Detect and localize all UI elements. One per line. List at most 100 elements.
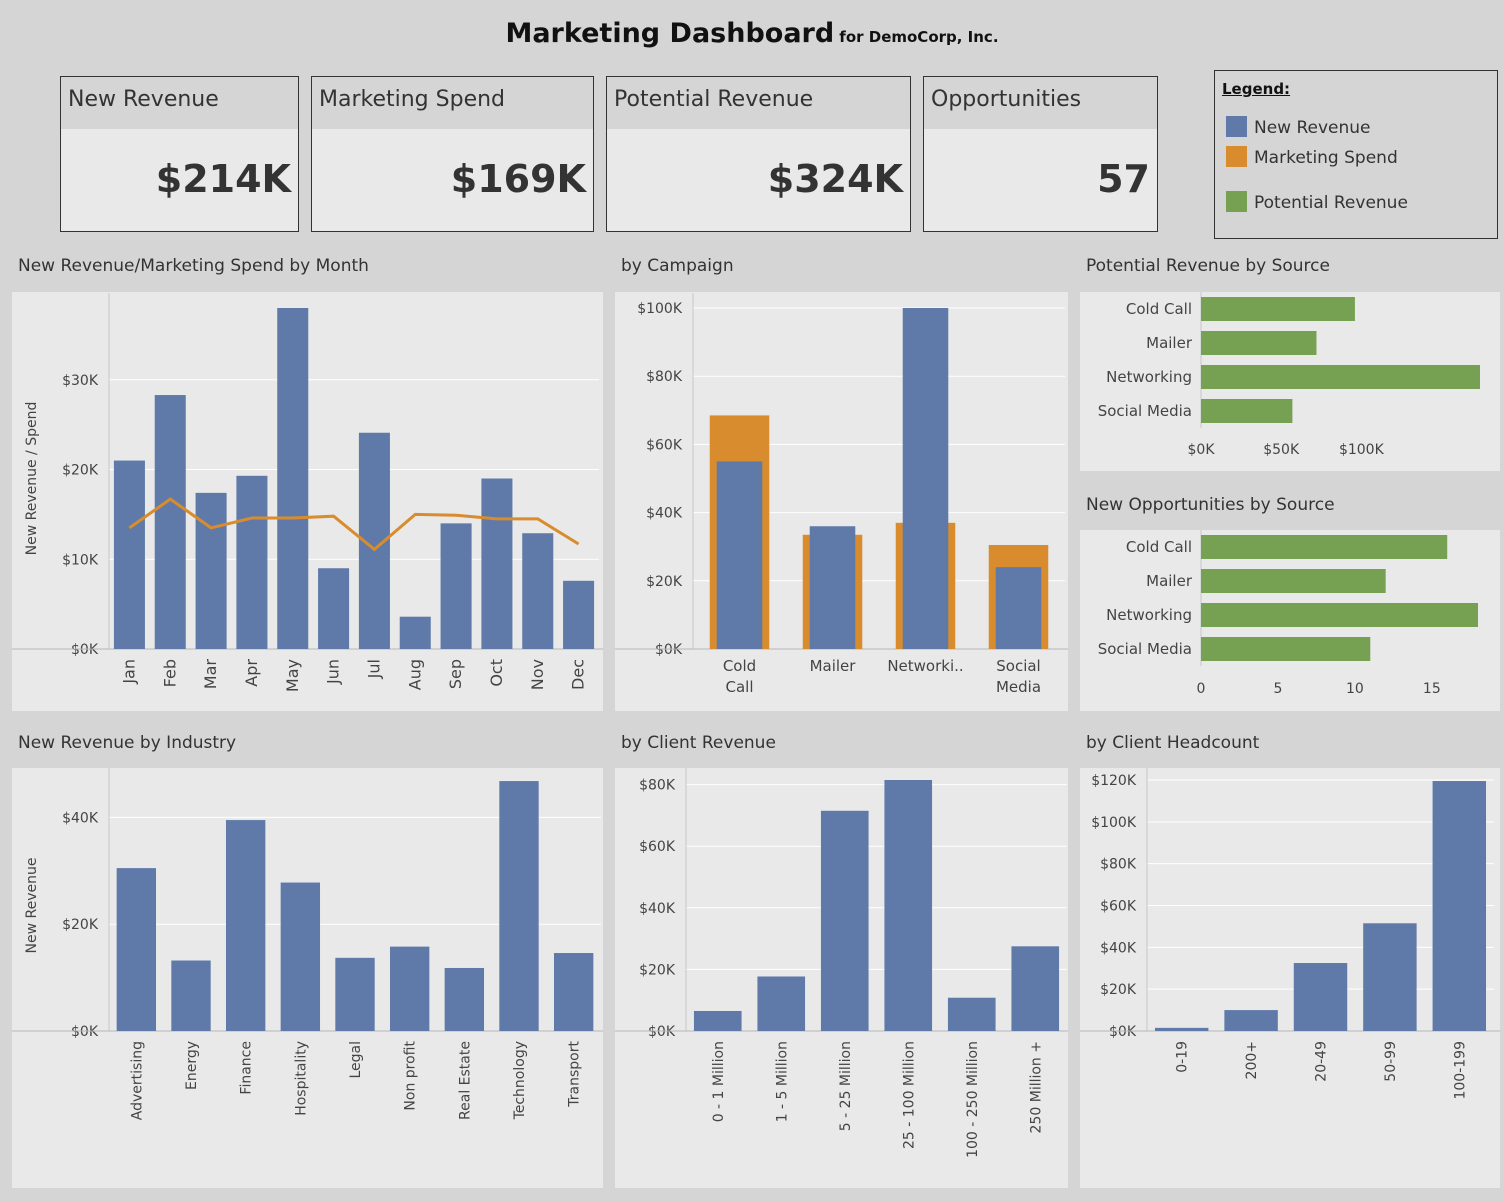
y-tick-label: $20K (639, 962, 676, 978)
y-tick-label: $100K (1091, 815, 1137, 831)
bar (440, 523, 472, 649)
x-tick-label: $0K (1188, 442, 1216, 458)
x-tick-label: Call (725, 678, 753, 696)
bar (947, 997, 996, 1031)
bar (389, 946, 430, 1031)
bar (1293, 963, 1348, 1031)
x-tick-label: 5 (1273, 681, 1282, 697)
y-tick-label: Cold Call (1126, 538, 1192, 556)
legend: Legend: New Revenue Marketing Spend Pote… (1214, 70, 1498, 239)
bar (171, 960, 211, 1031)
x-tick-label: Jun (324, 659, 343, 685)
y-tick-label: $0K (655, 642, 683, 658)
x-tick-label: Feb (160, 659, 179, 687)
y-tick-label: $40K (62, 810, 99, 826)
x-tick-label: Advertising (129, 1041, 145, 1120)
x-tick-label: Technology (512, 1041, 528, 1120)
y-tick-label: Social Media (1098, 402, 1192, 420)
x-tick-label: 5 - 25 Million (838, 1041, 854, 1131)
legend-swatch (1226, 116, 1247, 137)
kpi-value: $214K (155, 157, 291, 201)
y-tick-label: $0K (1109, 1024, 1137, 1040)
y-tick-label: $60K (1100, 899, 1137, 915)
x-tick-label: Nov (528, 659, 547, 690)
bar (716, 461, 763, 649)
dashboard-title: Marketing Dashboard for DemoCorp, Inc. (0, 18, 1504, 49)
x-tick-label: Jan (119, 659, 138, 685)
kpi-opportunities: Opportunities 57 (923, 76, 1158, 232)
bar (116, 868, 157, 1031)
page-subtitle: for DemoCorp, Inc. (839, 28, 999, 46)
x-tick-label: 1 - 5 Million (774, 1041, 790, 1122)
bar (1432, 781, 1487, 1031)
bar (399, 616, 431, 649)
x-tick-label: 20-49 (1314, 1041, 1330, 1082)
kpi-value: 57 (1097, 157, 1150, 201)
bar (154, 395, 186, 649)
bar (1363, 923, 1417, 1031)
x-tick-label: Jul (364, 659, 383, 679)
x-tick-label: Networki.. (887, 657, 963, 675)
x-tick-label: 0 - 1 Million (711, 1041, 727, 1122)
y-tick-label: $40K (646, 506, 683, 522)
kpi-value: $324K (767, 157, 903, 201)
bar (499, 781, 539, 1031)
kpi-label: Potential Revenue (607, 77, 910, 129)
x-tick-label: Real Estate (457, 1041, 473, 1120)
y-tick-label: Mailer (1146, 334, 1193, 352)
legend-item-potential-revenue: Potential Revenue (1226, 191, 1408, 213)
chart-industry: $0K $20K $40K New Revenue Advertising Energy F… (12, 768, 603, 1188)
section-title-by-campaign: by Campaign (621, 256, 734, 276)
x-tick-label: Legal (348, 1041, 364, 1079)
y-tick-label: $0K (648, 1024, 676, 1040)
y-tick-label: $40K (639, 901, 676, 917)
bar (277, 308, 309, 649)
y-tick-label: $0K (71, 1024, 99, 1040)
x-tick-label: Transport (567, 1040, 583, 1107)
y-tick-label: $120K (1091, 773, 1137, 789)
kpi-value: $169K (450, 157, 586, 201)
y-tick-label: $10K (62, 552, 99, 568)
x-tick-label: 0-19 (1175, 1041, 1191, 1073)
chart-client-headcount: $0K $20K $40K $60K $80K $100K $120K 0-19 200+ 20-… (1080, 768, 1500, 1188)
x-tick-label: 100-199 (1452, 1041, 1468, 1100)
y-tick-label: $60K (639, 839, 676, 855)
legend-item-marketing-spend: Marketing Spend (1226, 146, 1398, 168)
bar (335, 957, 375, 1031)
legend-swatch (1226, 191, 1247, 212)
bar (1224, 1010, 1278, 1031)
y-tick-label: Mailer (1146, 572, 1193, 590)
marketing-spend-line (128, 497, 580, 552)
bar (1201, 603, 1478, 627)
bar (884, 780, 933, 1031)
bar (809, 526, 856, 649)
bar (1201, 569, 1386, 593)
x-tick-label: Media (996, 678, 1041, 696)
x-tick-label: Aug (405, 659, 424, 690)
bar (481, 478, 513, 649)
bar (113, 460, 145, 649)
x-tick-label: 10 (1346, 681, 1364, 697)
legend-swatch (1226, 146, 1247, 167)
chart-opps-by-source: Cold Call Mailer Networking Social Media 0 5 1… (1080, 530, 1500, 711)
x-tick-label: May (283, 659, 302, 692)
bar (1201, 399, 1293, 423)
y-tick-label: $100K (637, 301, 683, 317)
kpi-label: Marketing Spend (312, 77, 593, 129)
legend-item-new-revenue: New Revenue (1226, 116, 1371, 138)
x-tick-label: Hospitality (293, 1041, 309, 1116)
y-tick-label: $20K (62, 917, 99, 933)
kpi-potential-revenue: Potential Revenue $324K (606, 76, 911, 232)
bar (995, 567, 1042, 649)
section-title-by-client-headcount: by Client Headcount (1086, 733, 1260, 753)
legend-title: Legend: (1222, 80, 1291, 98)
x-tick-label: Finance (239, 1041, 255, 1095)
bar (563, 580, 595, 649)
legend-label: New Revenue (1254, 118, 1371, 138)
x-tick-label: 50-99 (1383, 1041, 1399, 1082)
y-tick-label: Networking (1106, 368, 1192, 386)
y-tick-label: $20K (62, 463, 99, 479)
y-tick-label: $80K (646, 369, 683, 385)
y-tick-label: $0K (71, 642, 99, 658)
x-tick-label: 250 Million + (1028, 1041, 1044, 1133)
